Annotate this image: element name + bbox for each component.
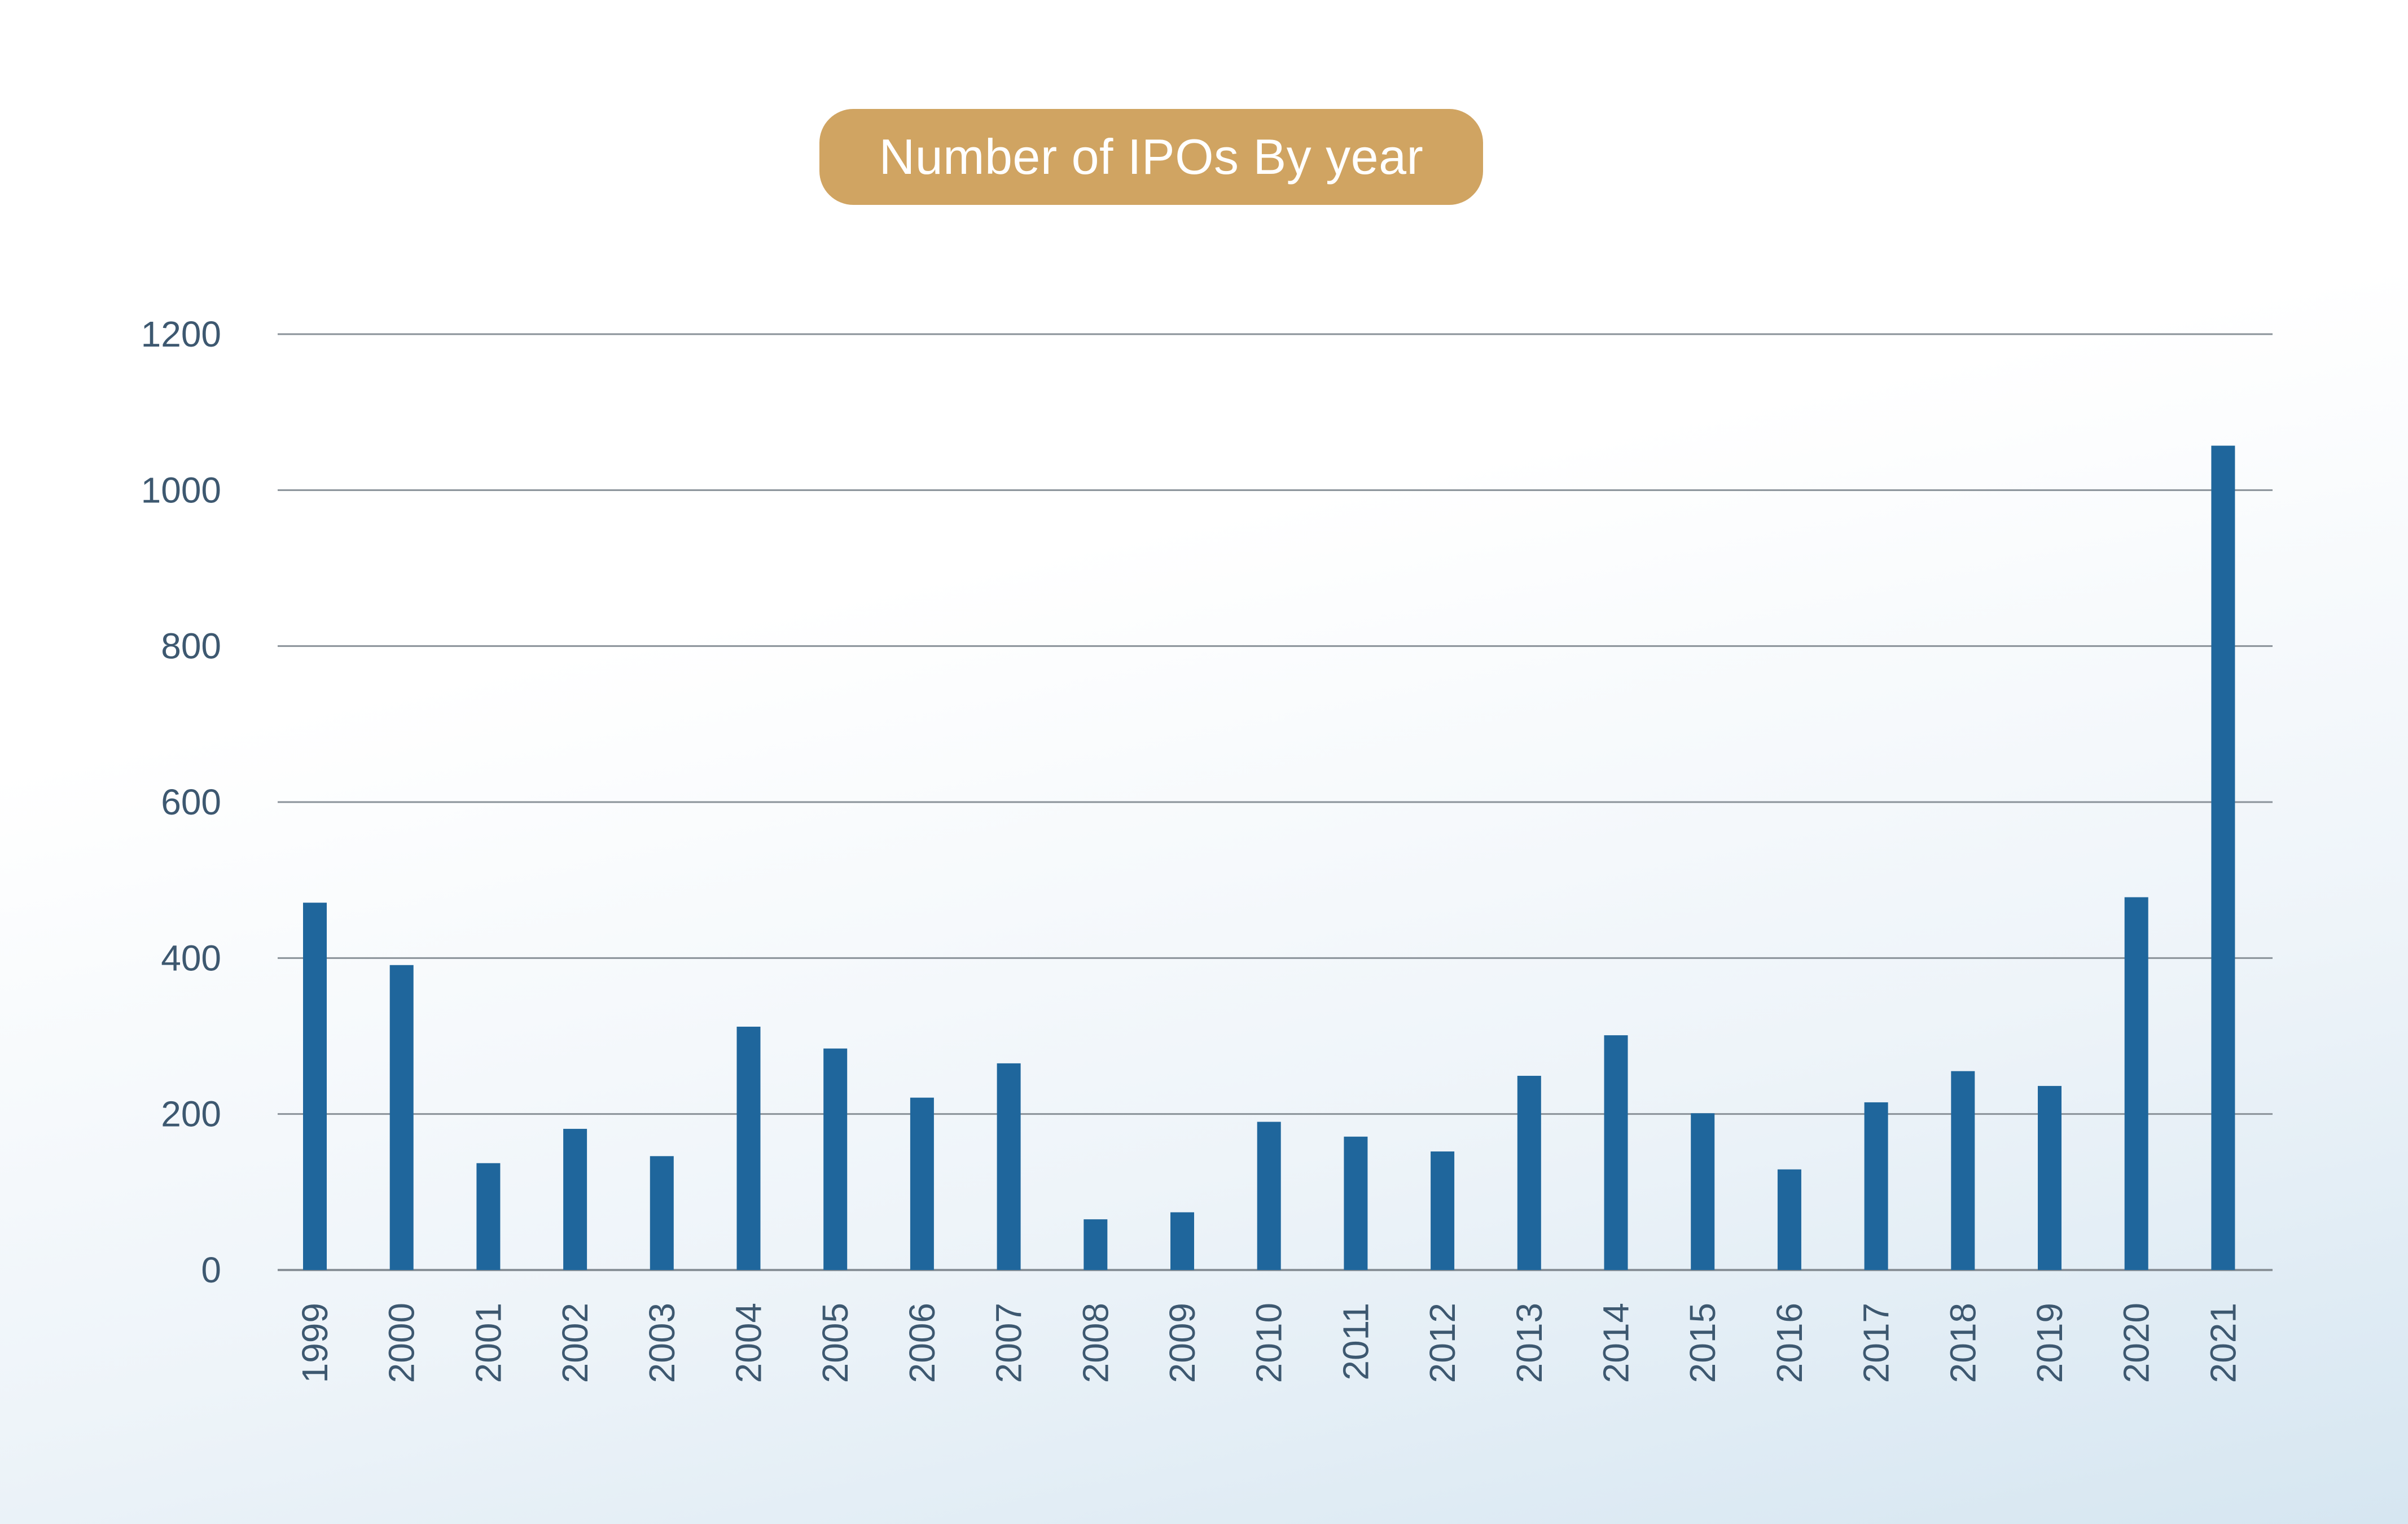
x-tick-label: 2019 [2029,1303,2070,1383]
x-tick-label: 2008 [1075,1303,1116,1383]
y-tick-label: 0 [201,1250,221,1290]
y-tick-label: 1000 [141,470,221,510]
bar-2020 [2124,897,2148,1270]
x-axis-ticks: 1999 2000 2001 2002 2003 2004 2005 2006 2007 2008… [295,1303,2243,1383]
bar-2013 [1517,1075,1541,1270]
x-tick-label: 2001 [468,1303,508,1383]
y-tick-label: 1200 [141,314,221,354]
bar-2009 [1170,1212,1194,1270]
bar-2018 [1951,1071,1975,1270]
bar-2010 [1257,1122,1281,1270]
bar-2001 [476,1163,501,1270]
x-tick-label: 2009 [1162,1303,1203,1383]
x-tick-label: 2011 [1335,1303,1376,1381]
x-tick-label: 2016 [1769,1303,1810,1383]
x-tick-label: 2017 [1856,1303,1897,1383]
x-tick-label: 2005 [815,1303,856,1383]
y-tick-label: 800 [161,626,221,667]
bar-2016 [1777,1169,1801,1270]
bar-2003 [650,1156,674,1270]
bar-2019 [2038,1085,2062,1270]
x-tick-label: 2015 [1682,1303,1723,1383]
x-tick-label: 2020 [2116,1303,2157,1383]
bar-2007 [997,1063,1021,1270]
y-tick-label: 600 [161,782,221,822]
bar-2015 [1691,1113,1715,1270]
x-tick-label: 2003 [642,1303,682,1383]
bar-2008 [1084,1219,1108,1270]
x-tick-label: 2006 [902,1303,942,1383]
y-axis-ticks: 0 200 400 600 800 1000 1200 [141,314,221,1290]
x-tick-label: 2004 [729,1303,769,1383]
bar-2017 [1864,1102,1888,1270]
bar-2004 [736,1026,761,1270]
y-tick-label: 200 [161,1094,221,1135]
bar-2011 [1344,1136,1368,1270]
x-tick-label: 2018 [1942,1303,1983,1383]
x-tick-label: 2021 [2203,1303,2243,1383]
bar-2014 [1604,1035,1628,1270]
x-tick-label: 2002 [555,1303,595,1383]
bar-2002 [563,1128,587,1270]
bar-1999 [303,903,327,1270]
x-tick-label: 2014 [1596,1303,1637,1383]
bar-2012 [1431,1151,1455,1270]
bar-2000 [389,965,414,1270]
bar-2021 [2211,445,2235,1270]
x-tick-label: 2010 [1249,1303,1289,1383]
chart-title-badge: Number of IPOs By year [819,109,1483,205]
x-tick-label: 2012 [1422,1303,1463,1383]
x-tick-label: 1999 [295,1303,335,1383]
bar-2006 [910,1097,934,1270]
bars [303,445,2235,1270]
bar-2005 [823,1048,848,1270]
y-tick-label: 400 [161,938,221,978]
x-tick-label: 2007 [989,1303,1029,1383]
x-tick-label: 2013 [1509,1303,1550,1383]
x-tick-label: 2000 [381,1303,422,1383]
chart-title: Number of IPOs By year [879,129,1424,185]
